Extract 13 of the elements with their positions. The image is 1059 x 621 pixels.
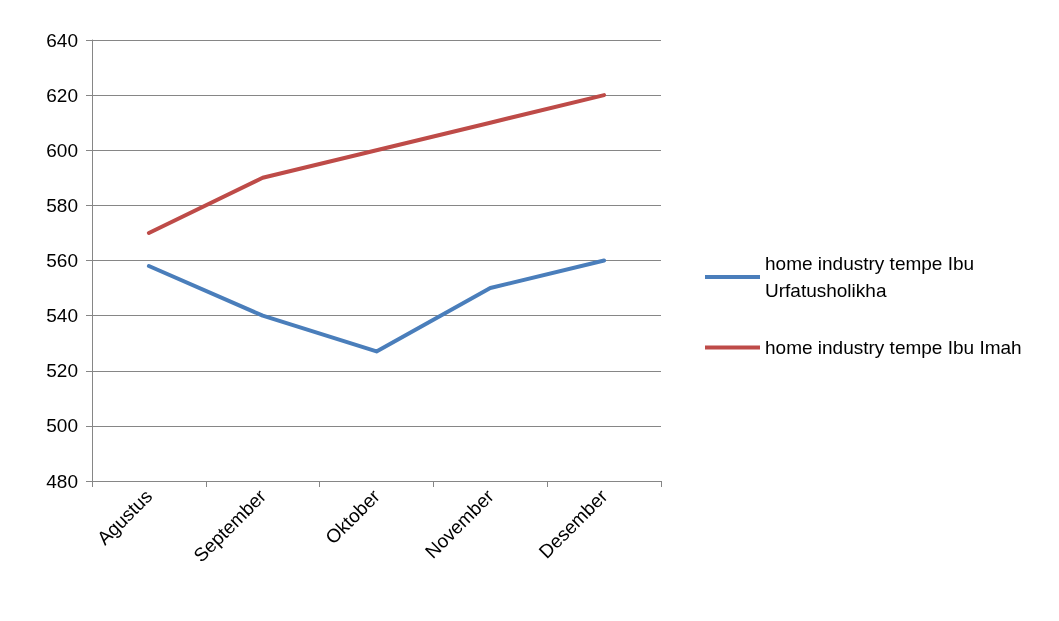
legend-label: home industry tempe Ibu Urfatusholikha [765,253,980,301]
y-tick-label: 520 [46,360,78,382]
y-tick-label: 500 [46,415,78,437]
y-tick-label: 480 [46,470,78,492]
line-series [146,93,607,235]
y-tick-label: 600 [46,139,78,161]
y-tick-label: 620 [46,84,78,106]
y-tick-label: 540 [46,305,78,327]
y-tick-label: 560 [46,250,78,271]
y-tick-label: 580 [46,194,78,216]
line-series [146,258,607,354]
legend-label: home industry tempe Ibu Imah [765,337,1022,358]
y-tick-label: 640 [46,29,78,51]
